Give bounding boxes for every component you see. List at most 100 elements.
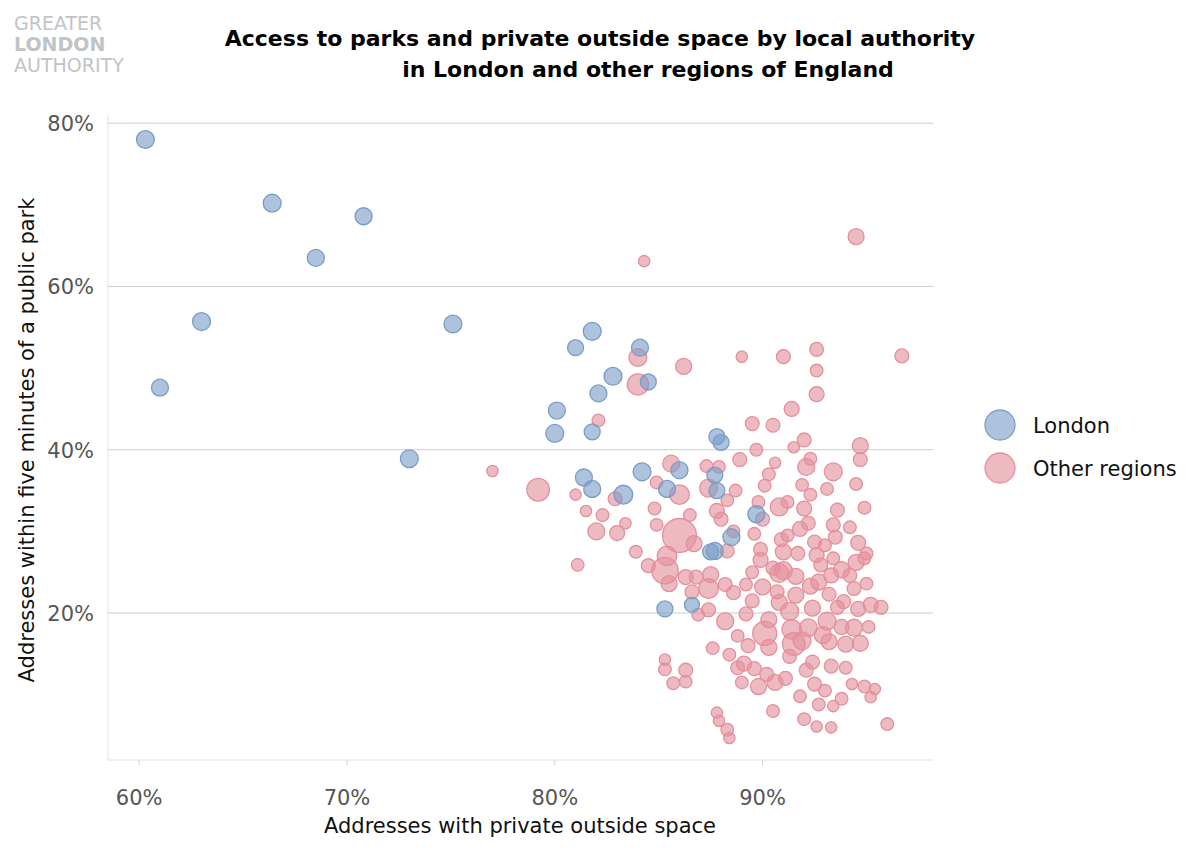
bubble <box>848 229 864 245</box>
bubble <box>862 621 875 634</box>
x-tick-label: 60% <box>116 786 163 810</box>
bubble <box>858 501 871 514</box>
legend-swatch <box>985 410 1015 440</box>
bubble <box>812 698 825 711</box>
x-tick <box>554 760 555 765</box>
legend-label: Other regions <box>1033 457 1177 481</box>
bubble <box>747 662 761 676</box>
x-tick-label: 90% <box>739 786 786 810</box>
bubble <box>828 700 839 711</box>
y-axis-line <box>108 115 109 760</box>
bubble <box>527 478 550 501</box>
bubble <box>846 619 863 636</box>
bubble <box>844 521 857 534</box>
bubble <box>847 582 861 596</box>
bubble <box>811 574 827 590</box>
bubble <box>707 467 723 483</box>
bubble <box>671 462 688 479</box>
bubble <box>727 586 741 600</box>
bubble <box>546 424 564 442</box>
bubble <box>798 713 811 726</box>
bubble <box>824 463 842 481</box>
bubble <box>788 587 804 603</box>
logo-line: LONDON <box>14 33 105 55</box>
marks <box>136 131 908 744</box>
bubble <box>136 131 154 149</box>
bubble <box>733 453 747 467</box>
bubble <box>791 547 805 561</box>
bubble <box>797 501 812 516</box>
x-tick-label: 70% <box>324 786 371 810</box>
bubble <box>736 351 747 362</box>
bubble <box>767 705 780 718</box>
legend-swatch <box>985 453 1015 483</box>
bubble <box>769 457 780 468</box>
grid-line <box>108 286 933 287</box>
bubble <box>748 528 761 541</box>
bubble <box>661 576 677 592</box>
bubble <box>761 612 777 628</box>
bubble <box>590 385 607 402</box>
bubble <box>706 642 719 655</box>
bubble <box>819 684 832 697</box>
bubble <box>709 483 725 499</box>
bubble <box>641 559 655 573</box>
bubble <box>444 315 462 333</box>
grid-line <box>108 123 933 124</box>
logo: GREATERLONDONAUTHORITY <box>14 12 124 76</box>
bubble <box>745 417 759 431</box>
bubble <box>571 559 584 572</box>
bubble <box>650 519 663 532</box>
bubble <box>307 249 324 266</box>
bubble <box>874 600 888 614</box>
y-tick-label: 40% <box>47 439 94 463</box>
bubble <box>684 597 699 612</box>
bubble <box>717 613 734 630</box>
bubble <box>604 367 622 385</box>
logo-line: AUTHORITY <box>14 54 124 76</box>
y-tick-label: 20% <box>47 602 94 626</box>
bubble <box>548 402 565 419</box>
bubble <box>821 483 834 496</box>
bubble <box>596 509 609 522</box>
bubble <box>746 566 759 579</box>
bubble <box>568 340 584 356</box>
bubble <box>620 518 631 529</box>
bubble <box>758 479 771 492</box>
title-line: in London and other regions of England <box>402 57 894 82</box>
bubble <box>830 600 844 614</box>
bubble <box>684 509 697 522</box>
bubble <box>824 659 838 673</box>
bubble <box>657 546 677 566</box>
bubble <box>703 544 719 560</box>
bubble <box>723 648 736 661</box>
legend-label: London <box>1033 414 1110 438</box>
bubble <box>852 438 868 454</box>
bubble <box>850 478 863 491</box>
bubble <box>584 424 600 440</box>
bubble <box>781 602 799 620</box>
bubble <box>853 453 867 467</box>
bubble <box>633 463 651 481</box>
x-axis-label: Addresses with private outside space <box>324 814 716 838</box>
bubble <box>846 678 857 689</box>
bubble <box>699 579 719 599</box>
bubble <box>659 663 672 676</box>
bubble <box>809 387 824 402</box>
bubble <box>659 480 676 497</box>
bubble <box>648 502 661 515</box>
bubble <box>799 663 813 677</box>
bubble <box>826 722 837 733</box>
bubble <box>838 636 854 652</box>
bubble <box>860 577 873 590</box>
title: Access to parks and private outside spac… <box>225 26 975 82</box>
bubble <box>793 632 811 650</box>
bubble <box>739 607 753 621</box>
bubble <box>788 568 804 584</box>
bubble <box>740 578 753 591</box>
bubble <box>614 485 633 504</box>
bubble <box>355 208 372 225</box>
y-axis-label: Addresses within five minutes of a publi… <box>15 197 39 683</box>
bubble <box>583 322 601 340</box>
bubble <box>750 443 763 456</box>
